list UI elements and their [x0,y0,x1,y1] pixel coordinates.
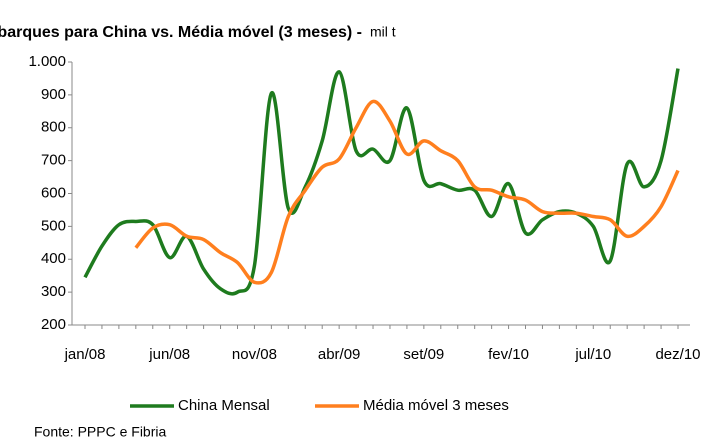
chart-title: Embarques para China vs. Média móvel (3 … [0,24,362,41]
source: Fonte: PPPC e Fibria [34,424,166,440]
y-tick-label: 900 [41,86,66,103]
y-tick-label: 800 [41,119,66,136]
y-tick-label: 700 [41,152,66,169]
legend-label: Média móvel 3 meses [363,397,509,414]
y-tick-label: 1.000 [28,53,66,70]
chart-subtitle: mil t [370,24,396,40]
y-tick-label: 300 [41,283,66,300]
x-tick-label: nov/08 [232,346,277,363]
legend-label: China Mensal [178,397,270,414]
series-line [134,99,680,285]
x-tick-label: jun/08 [148,346,190,363]
x-tick-label: set/09 [403,346,444,363]
x-tick-label: abr/09 [318,346,361,363]
series-line [83,68,680,296]
x-tick-label: dez/10 [655,346,700,363]
y-tick-label: 200 [41,316,66,333]
x-tick-label: jan/08 [64,346,106,363]
x-tick-label: jul/10 [574,346,611,363]
y-tick-label: 500 [41,217,66,234]
x-tick-label: fev/10 [488,346,529,363]
y-tick-label: 400 [41,250,66,267]
y-tick-label: 600 [41,184,66,201]
